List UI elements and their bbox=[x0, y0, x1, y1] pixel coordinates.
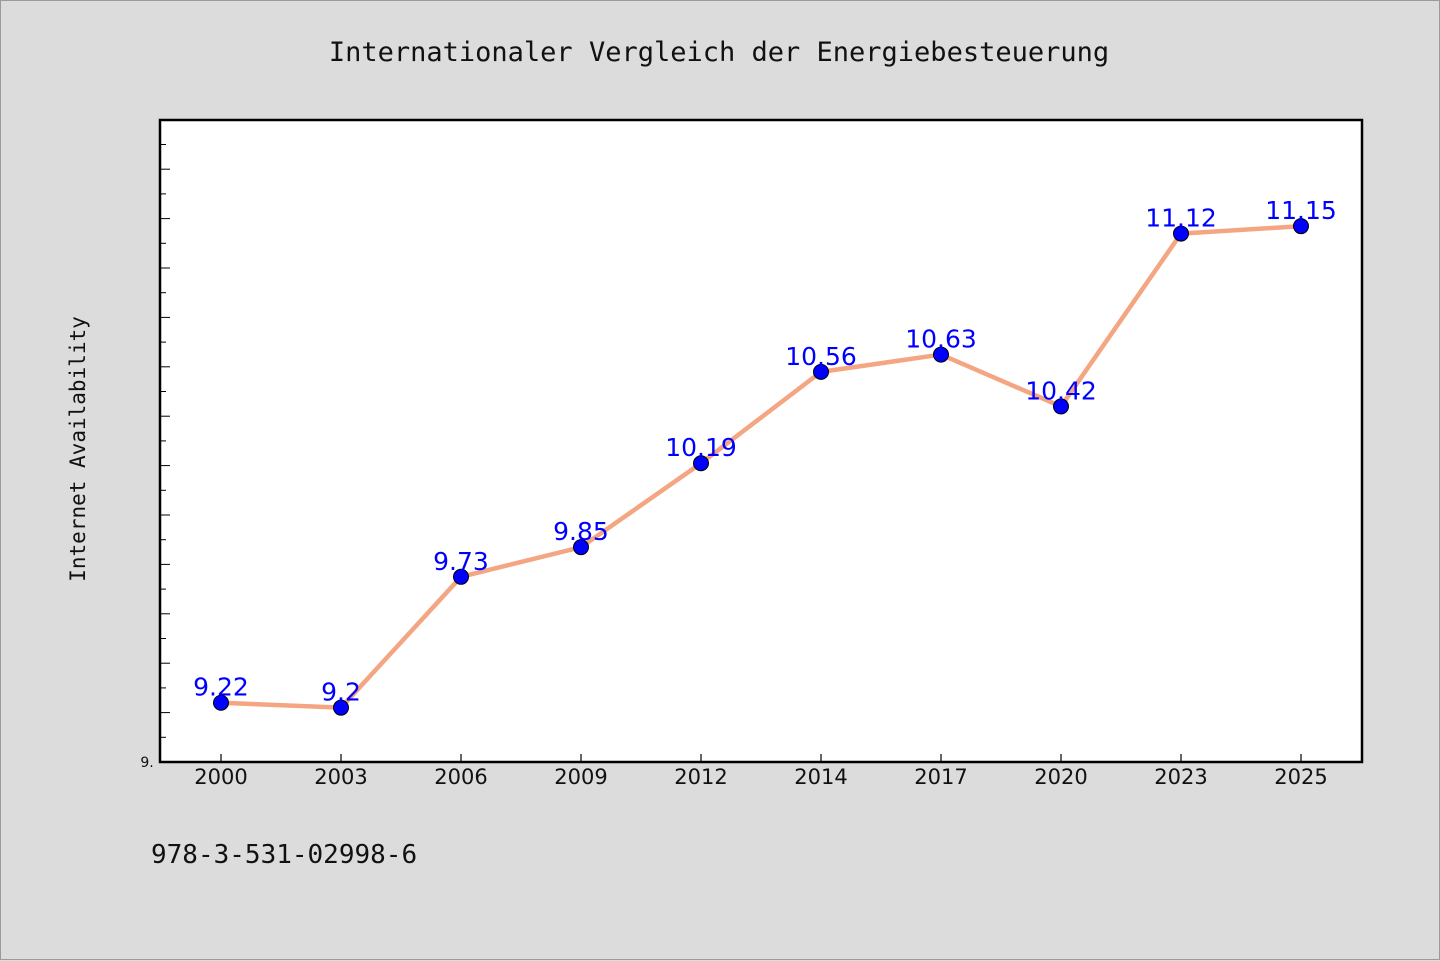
x-axis: 2000 2003 2006 2009 2012 2014 2017 2020 2023 2025 bbox=[194, 754, 1328, 789]
chart-title: Internationaler Vergleich der Energiebes… bbox=[329, 37, 1109, 68]
series-line bbox=[218, 223, 1304, 710]
x-tick-label: 2023 bbox=[1154, 765, 1207, 789]
data-label: 10.56 bbox=[785, 342, 857, 371]
data-label: 9.2 bbox=[321, 678, 361, 707]
series-line-group bbox=[218, 223, 1304, 710]
data-point bbox=[1293, 218, 1309, 235]
data-label: 9.85 bbox=[553, 517, 609, 546]
data-point bbox=[1173, 225, 1189, 242]
data-label: 11.15 bbox=[1265, 196, 1337, 225]
y-axis-ticks bbox=[160, 144, 170, 738]
plot-area bbox=[158, 118, 1364, 764]
data-label: 9.73 bbox=[433, 547, 489, 576]
data-point bbox=[1053, 398, 1069, 415]
y-axis-label: Internet Availability bbox=[66, 316, 90, 582]
isbn-code: 978-3-531-02998-6 bbox=[151, 840, 417, 870]
data-point bbox=[693, 455, 709, 472]
data-labels-group: 9.22 9.2 9.73 9.85 10.19 10.56 10.63 10.42 11.12… bbox=[193, 196, 1337, 707]
data-point bbox=[813, 363, 829, 380]
series-points-group bbox=[213, 218, 1309, 716]
data-point bbox=[453, 568, 469, 585]
x-tick-label: 2006 bbox=[434, 765, 487, 789]
data-label: 10.42 bbox=[1025, 376, 1097, 405]
data-point bbox=[333, 699, 349, 716]
x-tick-label: 2009 bbox=[554, 765, 607, 789]
x-tick-label: 2000 bbox=[194, 765, 247, 789]
data-label: 9.22 bbox=[193, 673, 249, 702]
x-tick-label: 2017 bbox=[914, 765, 967, 789]
data-point bbox=[213, 694, 229, 711]
data-label: 10.19 bbox=[665, 433, 737, 462]
y-tick-label: 9. bbox=[140, 755, 153, 771]
data-label: 10.63 bbox=[905, 325, 977, 354]
data-point bbox=[573, 539, 589, 556]
x-tick-label: 2025 bbox=[1274, 765, 1327, 789]
data-label: 11.12 bbox=[1145, 204, 1217, 233]
x-tick-label: 2012 bbox=[674, 765, 727, 789]
x-tick-label: 2014 bbox=[794, 765, 847, 789]
data-point bbox=[933, 346, 949, 363]
x-tick-label: 2003 bbox=[314, 765, 367, 789]
x-tick-label: 2020 bbox=[1034, 765, 1087, 789]
